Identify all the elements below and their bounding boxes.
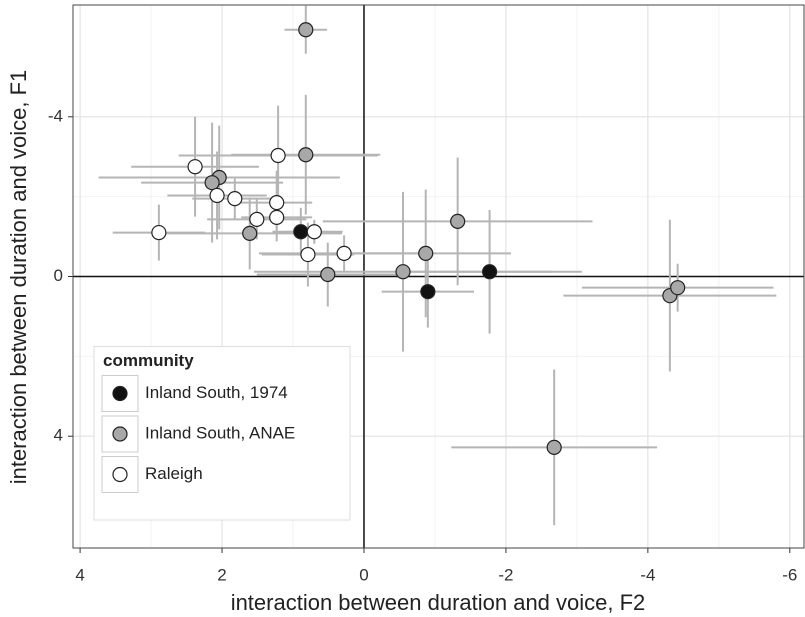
point [227, 191, 243, 207]
legend-title: community [103, 351, 194, 370]
point [481, 264, 498, 280]
point [269, 209, 285, 226]
point [204, 175, 220, 191]
y-tick-label: 4 [54, 426, 63, 445]
legend-symbol [112, 466, 128, 483]
point [187, 159, 203, 175]
point [298, 22, 314, 38]
x-tick-label: 4 [75, 565, 84, 584]
point [306, 224, 322, 240]
y-tick-label: -4 [48, 106, 63, 125]
legend-symbol [112, 385, 128, 402]
plot-border [72, 4, 805, 549]
x-tick-label: 2 [217, 565, 226, 584]
x-tick-label: 0 [359, 565, 368, 584]
x-tick-label: -6 [782, 565, 797, 584]
x-tick-label: -4 [640, 565, 655, 584]
point [298, 147, 314, 163]
legend-label: Raleigh [145, 464, 203, 483]
y-axis-label: interaction between duration and voice, … [6, 70, 31, 485]
point [269, 195, 285, 211]
legend-symbol [112, 426, 128, 442]
point [249, 211, 265, 228]
y-tick-label: 0 [54, 266, 63, 285]
point [336, 245, 352, 261]
point [320, 266, 336, 283]
point [395, 264, 411, 280]
point [151, 224, 167, 241]
point [293, 224, 309, 240]
point [546, 439, 562, 455]
x-axis-label: interaction between duration and voice, … [231, 590, 646, 615]
point [418, 245, 434, 261]
legend-label: Inland South, 1974 [145, 383, 288, 402]
point [270, 147, 286, 164]
legend-label: Inland South, ANAE [145, 423, 295, 442]
point [420, 284, 436, 300]
x-tick-label: -2 [498, 565, 513, 584]
point [450, 213, 466, 230]
point [242, 225, 258, 241]
point [670, 280, 686, 296]
point [209, 187, 225, 204]
point [300, 246, 316, 263]
